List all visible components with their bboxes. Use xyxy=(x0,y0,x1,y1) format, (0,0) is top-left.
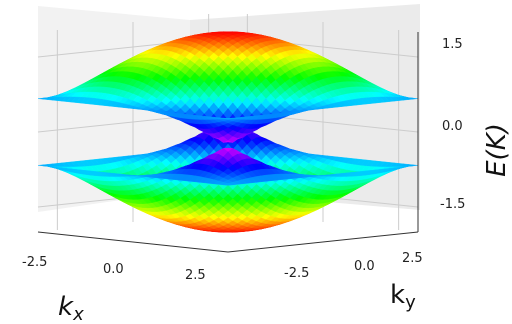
y-tick-label: 0.0 xyxy=(354,259,375,274)
z-tick-label: 1.5 xyxy=(442,37,463,52)
y-tick-label: -2.5 xyxy=(284,266,309,281)
y-axis-label: ky xyxy=(390,280,416,313)
z-tick-label: 0.0 xyxy=(442,119,463,134)
x-tick-label: 0.0 xyxy=(103,262,124,277)
x-tick-label: 2.5 xyxy=(185,268,206,283)
y-tick-label: 2.5 xyxy=(402,251,423,266)
z-axis-label: E(K) xyxy=(482,123,512,177)
axes xyxy=(37,32,419,253)
energy-surface xyxy=(37,31,419,233)
x-axis-line xyxy=(37,231,229,253)
surface-patch xyxy=(223,183,233,186)
z-tick-label: -1.5 xyxy=(440,197,465,212)
y-axis-line xyxy=(227,231,419,253)
x-tick-label: -2.5 xyxy=(22,255,47,270)
x-axis-label: kx xyxy=(58,292,84,324)
